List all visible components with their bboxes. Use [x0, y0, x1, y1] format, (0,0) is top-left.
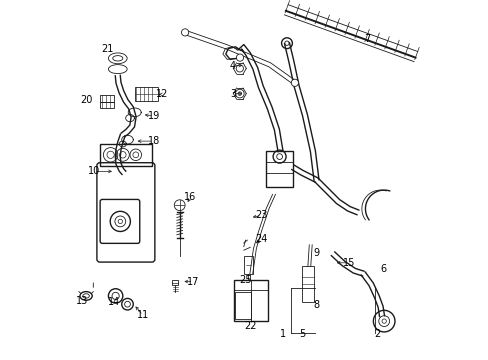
Text: 10: 10	[88, 166, 100, 176]
Text: 15: 15	[343, 258, 355, 268]
Text: 20: 20	[80, 95, 92, 105]
Text: 9: 9	[313, 248, 319, 258]
Text: 8: 8	[313, 300, 319, 310]
Bar	[134, 87, 158, 101]
Bar	[302, 266, 313, 302]
Text: 11: 11	[137, 310, 149, 320]
Circle shape	[236, 54, 243, 61]
Text: 1: 1	[280, 329, 285, 339]
Text: 2: 2	[374, 329, 380, 339]
Text: 23: 23	[255, 210, 267, 220]
Bar	[235, 292, 250, 319]
Text: 17: 17	[187, 276, 199, 287]
Bar	[244, 256, 252, 274]
Text: 19: 19	[147, 111, 160, 121]
Text: 25: 25	[239, 275, 251, 285]
Text: 7: 7	[364, 34, 370, 44]
Bar	[100, 102, 114, 108]
Circle shape	[181, 29, 188, 36]
Bar	[100, 144, 152, 166]
Text: 14: 14	[108, 297, 120, 307]
Text: 16: 16	[184, 192, 196, 202]
Text: 3: 3	[229, 89, 236, 99]
Text: 4: 4	[229, 60, 236, 71]
Bar	[265, 151, 292, 187]
Text: 21: 21	[101, 44, 113, 54]
Text: 12: 12	[155, 89, 167, 99]
Text: 6: 6	[379, 264, 386, 274]
Text: 5: 5	[298, 329, 305, 339]
Text: 13: 13	[76, 296, 88, 306]
Bar	[100, 95, 114, 102]
Text: 24: 24	[255, 234, 267, 244]
Bar	[233, 280, 267, 321]
Text: 18: 18	[147, 136, 160, 146]
Circle shape	[291, 79, 298, 86]
Bar	[172, 280, 178, 285]
Text: 22: 22	[244, 321, 257, 331]
